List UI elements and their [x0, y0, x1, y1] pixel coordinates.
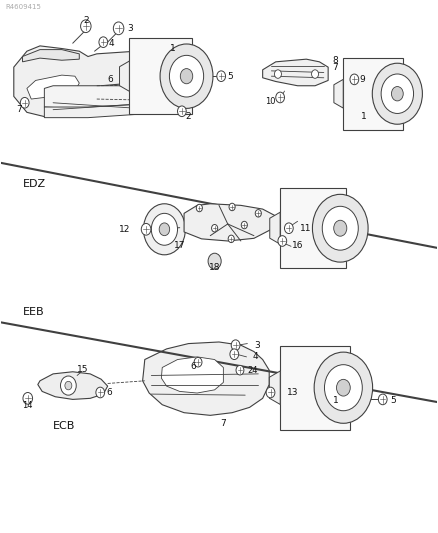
Circle shape [141, 223, 151, 235]
Text: R4609415: R4609415 [5, 4, 41, 11]
Text: 7: 7 [220, 419, 226, 428]
Circle shape [336, 379, 350, 396]
Text: 17: 17 [174, 241, 185, 250]
Text: 4: 4 [253, 352, 259, 361]
Circle shape [151, 213, 177, 245]
Text: 4: 4 [109, 39, 115, 48]
Circle shape [278, 236, 287, 246]
Polygon shape [38, 372, 108, 399]
Circle shape [65, 381, 72, 390]
Polygon shape [270, 212, 280, 244]
Circle shape [381, 74, 413, 114]
Circle shape [322, 206, 358, 250]
Text: 1: 1 [361, 111, 367, 120]
Polygon shape [129, 38, 192, 114]
Circle shape [334, 220, 347, 236]
Text: 8: 8 [332, 56, 338, 64]
Circle shape [99, 37, 108, 47]
Text: 10: 10 [265, 97, 276, 106]
Circle shape [275, 70, 282, 78]
Text: 1: 1 [170, 44, 176, 53]
Polygon shape [184, 204, 276, 241]
Text: 9: 9 [360, 75, 365, 84]
Polygon shape [263, 59, 328, 86]
Circle shape [314, 352, 373, 423]
Polygon shape [269, 371, 280, 405]
Circle shape [196, 204, 202, 212]
Circle shape [231, 340, 240, 351]
Circle shape [20, 98, 29, 108]
Circle shape [96, 387, 105, 398]
Polygon shape [343, 58, 403, 130]
Circle shape [241, 221, 247, 229]
Text: EDZ: EDZ [22, 179, 46, 189]
Polygon shape [334, 79, 343, 108]
Text: 6: 6 [107, 75, 113, 84]
Text: 6: 6 [106, 388, 112, 397]
Circle shape [144, 204, 185, 255]
Text: 1: 1 [332, 396, 338, 405]
Circle shape [212, 224, 218, 232]
Text: EEB: EEB [22, 306, 44, 317]
Text: ECB: ECB [53, 421, 75, 431]
Text: 14: 14 [21, 401, 32, 410]
Text: 15: 15 [77, 365, 88, 374]
Circle shape [159, 223, 170, 236]
Text: 7: 7 [332, 63, 338, 72]
Text: 2: 2 [83, 16, 88, 25]
Text: 16: 16 [292, 241, 304, 250]
Circle shape [312, 195, 368, 262]
Circle shape [266, 387, 275, 398]
Circle shape [23, 392, 32, 404]
Text: 18: 18 [209, 263, 220, 272]
Text: 11: 11 [300, 224, 311, 233]
Text: 5: 5 [228, 72, 233, 81]
Circle shape [81, 20, 91, 33]
Text: 6: 6 [190, 362, 196, 371]
Circle shape [113, 22, 124, 35]
Polygon shape [44, 86, 184, 110]
Text: 3: 3 [127, 24, 133, 33]
Circle shape [311, 70, 318, 78]
Circle shape [230, 349, 239, 360]
Polygon shape [143, 342, 269, 415]
Circle shape [255, 209, 261, 217]
Circle shape [285, 223, 293, 233]
Circle shape [378, 394, 387, 405]
Circle shape [217, 71, 226, 82]
Polygon shape [280, 346, 350, 430]
Circle shape [229, 203, 235, 211]
Polygon shape [14, 46, 193, 117]
Text: 13: 13 [287, 388, 298, 397]
Circle shape [236, 366, 244, 375]
Circle shape [325, 365, 362, 411]
Text: 5: 5 [390, 396, 396, 405]
Polygon shape [120, 61, 129, 91]
Polygon shape [280, 188, 346, 268]
Circle shape [60, 376, 76, 395]
Polygon shape [22, 50, 79, 62]
Polygon shape [27, 75, 79, 99]
Circle shape [372, 63, 422, 124]
Circle shape [208, 253, 221, 269]
Polygon shape [44, 103, 175, 118]
Circle shape [180, 69, 193, 84]
Circle shape [276, 92, 285, 103]
Text: 7: 7 [16, 105, 22, 114]
Text: 2: 2 [186, 111, 191, 120]
Polygon shape [161, 357, 223, 393]
Circle shape [177, 106, 186, 117]
Circle shape [170, 55, 204, 97]
Circle shape [350, 74, 359, 85]
Text: 12: 12 [119, 225, 130, 234]
Text: 24: 24 [247, 366, 258, 375]
Text: 3: 3 [254, 341, 260, 350]
Circle shape [392, 86, 403, 101]
Circle shape [228, 235, 234, 243]
Circle shape [194, 358, 202, 367]
Circle shape [160, 44, 213, 108]
